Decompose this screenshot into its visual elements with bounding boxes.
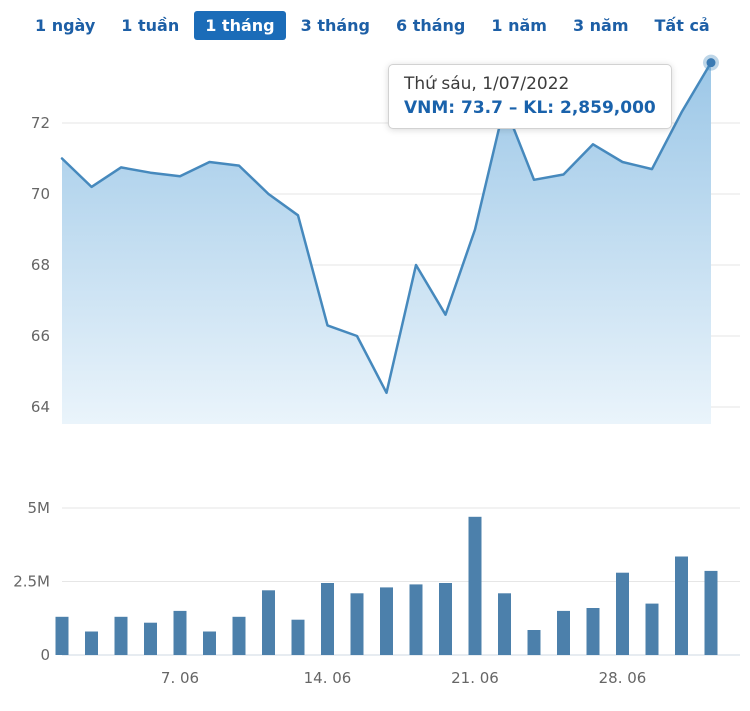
- volume-bar[interactable]: [173, 610, 187, 655]
- volume-bar[interactable]: [439, 583, 452, 655]
- tab-1-nam[interactable]: 1 năm: [491, 15, 547, 35]
- volume-bar[interactable]: [262, 590, 275, 655]
- volume-bar[interactable]: [321, 583, 334, 655]
- volume-bar[interactable]: [350, 593, 364, 655]
- volume-bar[interactable]: [704, 570, 718, 655]
- volume-bar[interactable]: [144, 622, 157, 655]
- last-point-marker[interactable]: [706, 58, 716, 68]
- time-range-tabs: 1 ngày 1 tuần 1 tháng 3 tháng 6 tháng 1 …: [0, 0, 750, 50]
- tab-6-thang[interactable]: 6 tháng: [396, 15, 466, 35]
- volume-bar[interactable]: [380, 587, 393, 655]
- volume-y-axis-label: 2.5M: [13, 573, 50, 591]
- volume-bar[interactable]: [557, 610, 570, 655]
- tab-1-tuan[interactable]: 1 tuần: [121, 15, 180, 35]
- tab-tat-ca[interactable]: Tất cả: [654, 15, 710, 35]
- tab-1-ngay[interactable]: 1 ngày: [35, 15, 96, 35]
- tooltip-value: VNM: 73.7 – KL: 2,859,000: [404, 98, 656, 118]
- volume-chart[interactable]: 0 2.5M 5M 7. 06 14. 06 21. 06 28. 06: [0, 445, 750, 711]
- x-axis-label: 14. 06: [304, 669, 352, 687]
- price-y-axis-label: 68: [31, 256, 50, 274]
- volume-y-axis-label: 5M: [28, 499, 51, 517]
- tab-3-nam[interactable]: 3 năm: [572, 15, 629, 35]
- price-line: [60, 61, 713, 395]
- price-y-axis-label: 66: [31, 327, 50, 345]
- chart-tooltip: Thứ sáu, 1/07/2022 VNM: 73.7 – KL: 2,859…: [388, 64, 672, 129]
- volume-bar[interactable]: [409, 584, 423, 655]
- x-axis-label: 21. 06: [451, 669, 499, 687]
- price-y-axis-label: 64: [31, 398, 50, 416]
- price-y-axis-label: 70: [31, 185, 50, 203]
- volume-bar[interactable]: [85, 631, 98, 656]
- x-axis-label: 28. 06: [599, 669, 647, 687]
- volume-bar[interactable]: [616, 572, 629, 655]
- volume-y-axis-label: 0: [40, 646, 50, 664]
- price-area: [62, 62, 711, 424]
- volume-bar[interactable]: [498, 593, 511, 655]
- volume-bar[interactable]: [55, 616, 69, 655]
- tab-1-thang[interactable]: 1 tháng: [194, 10, 286, 40]
- volume-bar[interactable]: [586, 608, 600, 655]
- tab-3-thang[interactable]: 3 tháng: [300, 15, 370, 35]
- volume-bar[interactable]: [645, 603, 659, 655]
- volume-bar[interactable]: [527, 630, 541, 655]
- volume-bar[interactable]: [232, 616, 246, 655]
- volume-bar[interactable]: [468, 516, 482, 655]
- price-y-axis-label: 72: [31, 114, 50, 132]
- volume-bar[interactable]: [291, 619, 305, 655]
- volume-bar[interactable]: [203, 631, 216, 656]
- price-chart[interactable]: 64 66 68 70 72 Thứ sáu, 1/07/2022 VNM: 73.7 …: [0, 50, 750, 445]
- x-axis-label: 7. 06: [161, 669, 199, 687]
- volume-bar[interactable]: [114, 616, 128, 655]
- tooltip-date: Thứ sáu, 1/07/2022: [404, 74, 570, 94]
- volume-bar[interactable]: [675, 556, 688, 656]
- volume-chart-svg: 0 2.5M 5M 7. 06 14. 06 21. 06 28. 06: [13, 499, 740, 687]
